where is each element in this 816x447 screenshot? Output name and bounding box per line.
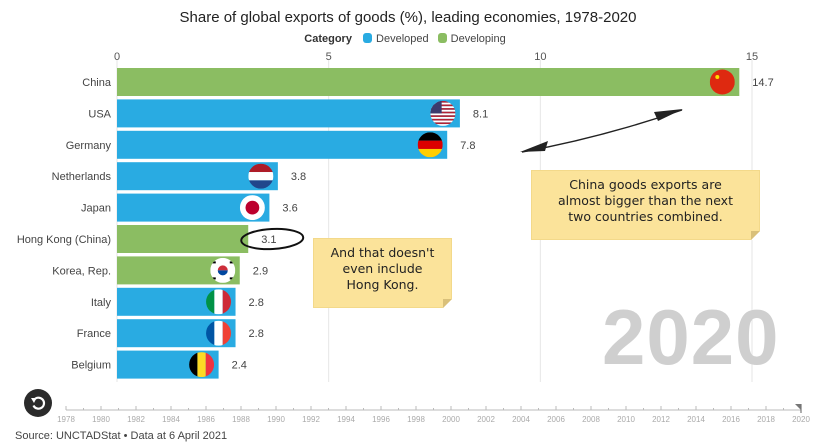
- note-line: even include: [342, 261, 423, 276]
- timeline-label: 1994: [337, 415, 355, 424]
- note-line: And that doesn't: [330, 245, 435, 260]
- value-label: 3.6: [282, 203, 297, 215]
- timeline-label: 1998: [407, 415, 425, 424]
- category-label: Belgium: [71, 360, 111, 372]
- note-line: almost bigger than the next: [558, 193, 733, 208]
- bar-row: Germany 7.8: [66, 130, 475, 159]
- category-label: USA: [88, 108, 111, 120]
- annotation-note-hongkong: And that doesn't even include Hong Kong.: [313, 238, 452, 308]
- value-label: 2.8: [249, 297, 264, 309]
- italy-flag-icon: [206, 289, 232, 315]
- timeline-label: 2020: [792, 415, 810, 424]
- bar-row: Hong Kong (China) 3.1: [17, 225, 305, 253]
- timeline-label: 1992: [302, 415, 320, 424]
- germany-flag-icon: [417, 132, 443, 158]
- legend-swatch-developing: [437, 33, 447, 43]
- bar-row: USA 8.1: [88, 99, 488, 128]
- timeline-label: 1996: [372, 415, 390, 424]
- timeline-label: 2004: [512, 415, 530, 424]
- value-label: 7.8: [460, 140, 475, 152]
- note-curl: [443, 299, 452, 308]
- bar-row: Netherlands 3.8: [52, 162, 306, 191]
- replay-icon: [31, 396, 46, 410]
- timeline-label: 2000: [442, 415, 460, 424]
- value-label: 3.1: [261, 234, 276, 246]
- netherlands-flag-icon: [248, 163, 274, 189]
- legend: Category Developed Developing: [0, 33, 816, 45]
- legend-item-developing[interactable]: Developing: [437, 33, 506, 45]
- timeline-label: 2002: [477, 415, 495, 424]
- value-label: 8.1: [473, 108, 488, 120]
- value-label: 2.4: [232, 360, 247, 372]
- chart-title: Share of global exports of goods (%), le…: [179, 9, 637, 26]
- category-label: Italy: [91, 297, 112, 309]
- timeline-label: 2008: [582, 415, 600, 424]
- legend-label-developed: Developed: [376, 33, 429, 45]
- category-label: Germany: [66, 140, 112, 152]
- timeline-label: 2010: [617, 415, 635, 424]
- timeline-label: 2012: [652, 415, 670, 424]
- korea-flag-icon: [210, 257, 236, 283]
- legend-item-developed[interactable]: Developed: [363, 33, 429, 45]
- timeline-label: 2006: [547, 415, 565, 424]
- bar[interactable]: [117, 225, 249, 253]
- double-arrow-annotation: [520, 109, 683, 153]
- bar[interactable]: [117, 68, 740, 96]
- replay-button[interactable]: [24, 389, 52, 417]
- x-tick-label: 10: [534, 51, 546, 63]
- current-year-label: 2020: [602, 293, 780, 381]
- category-label: Netherlands: [52, 171, 112, 183]
- note-curl: [751, 231, 760, 240]
- timeline-label: 2014: [687, 415, 705, 424]
- legend-title: Category: [304, 33, 352, 45]
- value-label: 2.9: [253, 265, 268, 277]
- japan-flag-icon: [239, 195, 265, 221]
- france-flag-icon: [206, 320, 232, 346]
- value-label: 3.8: [291, 171, 306, 183]
- timeline-label: 1984: [162, 415, 180, 424]
- category-label: France: [77, 328, 111, 340]
- usa-flag-icon: [430, 100, 456, 126]
- annotation-note-china: China goods exports are almost bigger th…: [531, 170, 760, 240]
- note-line: two countries combined.: [568, 209, 723, 224]
- timeline-label: 2016: [722, 415, 740, 424]
- legend-swatch-developed: [363, 33, 373, 43]
- source-note: Source: UNCTADStat • Data at 6 April 202…: [15, 430, 228, 442]
- bar-row: Japan 3.6: [81, 193, 298, 222]
- bar[interactable]: [117, 130, 448, 159]
- x-tick-label: 0: [114, 51, 120, 63]
- x-tick-label: 5: [326, 51, 332, 63]
- legend-label-developing: Developing: [450, 33, 506, 45]
- circle-annotation: [240, 227, 305, 251]
- note-line: Hong Kong.: [346, 277, 419, 292]
- belgium-flag-icon: [189, 352, 215, 378]
- timeline-label: 1986: [197, 415, 215, 424]
- timeline-label: 1978: [57, 415, 75, 424]
- bar[interactable]: [117, 99, 460, 128]
- timeline-label: 1980: [92, 415, 110, 424]
- timeline-label: 1988: [232, 415, 250, 424]
- note-line: China goods exports are: [569, 177, 722, 192]
- timeline-label: 1982: [127, 415, 145, 424]
- bar-row: Belgium 2.4: [71, 350, 247, 379]
- category-label: Hong Kong (China): [17, 234, 111, 246]
- category-label: Japan: [81, 203, 111, 215]
- category-label: China: [82, 77, 112, 89]
- bar-row: France 2.8: [77, 319, 264, 348]
- value-label: 14.7: [752, 77, 773, 89]
- bar-row: China 14.7: [82, 68, 774, 96]
- timeline-handle[interactable]: [795, 404, 801, 410]
- timeline-label: 2018: [757, 415, 775, 424]
- timeline-label: 1990: [267, 415, 285, 424]
- x-tick-label: 15: [746, 51, 758, 63]
- china-flag-icon: [709, 69, 735, 95]
- bar-row: Korea, Rep. 2.9: [52, 256, 268, 285]
- bar-row: Italy 2.8: [91, 287, 264, 316]
- value-label: 2.8: [249, 328, 264, 340]
- category-label: Korea, Rep.: [52, 265, 111, 277]
